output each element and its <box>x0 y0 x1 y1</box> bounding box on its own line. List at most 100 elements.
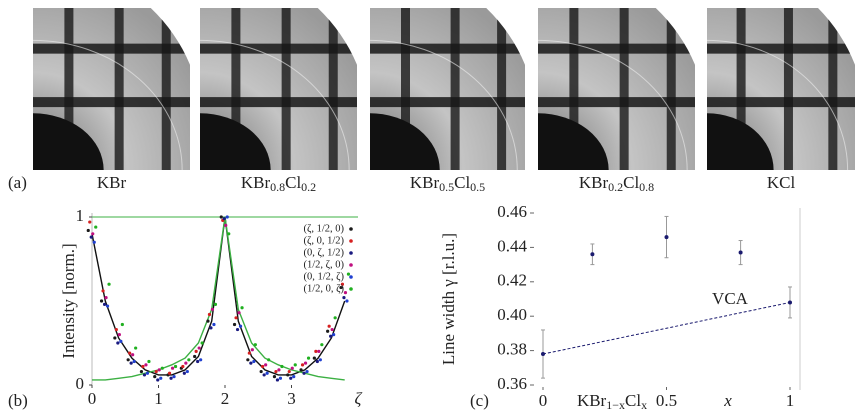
legend-label: (0, 1/2, ζ) <box>303 271 344 282</box>
dark-band <box>783 8 793 170</box>
text-part: 1−x <box>606 398 625 412</box>
text-part: Cl <box>625 391 641 410</box>
x-tick-label: 3 <box>287 389 296 408</box>
text-part: 0.5 <box>470 180 485 194</box>
data-point <box>173 364 178 369</box>
diffraction-images <box>33 8 855 170</box>
data-point <box>182 371 186 375</box>
data-point <box>333 316 337 320</box>
data-point <box>207 312 212 317</box>
dark-core <box>538 113 609 170</box>
text-part: KBr <box>241 173 271 192</box>
x-tick-label: 2 <box>221 389 230 408</box>
data-point <box>126 358 130 362</box>
data-point <box>289 376 293 380</box>
legend-label: (0, ζ, 1/2) <box>303 247 344 258</box>
dark-band <box>569 8 579 170</box>
data-point <box>181 364 185 369</box>
text-part: 0.2 <box>301 180 316 194</box>
data-point <box>113 336 117 340</box>
data-point <box>332 333 336 337</box>
dark-band <box>497 8 507 170</box>
text-part: 0.8 <box>639 180 654 194</box>
legend-marker <box>349 227 353 231</box>
sample-label: KBr0.8Cl0.2 <box>241 173 316 194</box>
data-point <box>259 369 263 374</box>
image-body <box>707 8 855 170</box>
data-point <box>200 341 204 345</box>
dark-band <box>736 8 746 170</box>
data-point <box>91 232 95 236</box>
data-point <box>101 289 105 293</box>
text-part: 0.8 <box>270 180 285 194</box>
dark-band <box>281 8 291 170</box>
dark-band <box>828 8 838 170</box>
x-tick-label: 0 <box>539 391 548 410</box>
y-tick-label: 0.44 <box>497 236 527 255</box>
data-point <box>227 232 231 236</box>
panel-label: (c) <box>470 391 489 410</box>
data-point <box>141 364 145 369</box>
data-point <box>329 334 333 338</box>
data-point <box>129 361 133 365</box>
data-point <box>262 373 266 377</box>
data-point <box>142 373 147 377</box>
data-point <box>300 363 305 367</box>
legend-label: (1/2, 0, ζ) <box>303 283 344 294</box>
data-point <box>219 215 223 219</box>
data-point <box>302 371 306 375</box>
text-part: KBr <box>577 391 607 410</box>
x-tick-label: 1 <box>154 389 163 408</box>
data-point <box>738 250 743 255</box>
text-part: KBr <box>579 173 609 192</box>
data-point <box>277 368 281 372</box>
data-point <box>342 296 346 300</box>
y-axis-label: Line width γ [r.l.u.] <box>439 233 458 365</box>
dark-band <box>370 97 525 108</box>
data-point <box>238 324 243 328</box>
data-point <box>114 327 118 332</box>
diffraction-image <box>370 8 525 170</box>
dark-band <box>231 8 241 170</box>
y-tick-label: 0.38 <box>497 340 527 359</box>
x-axis-label: KBr1−xClx <box>577 391 647 412</box>
data-point <box>234 316 238 320</box>
data-point <box>88 220 92 224</box>
ring <box>538 39 688 170</box>
data-point <box>145 371 150 375</box>
data-point <box>144 363 148 367</box>
y-tick-label: 0.36 <box>497 374 527 393</box>
data-point <box>206 319 210 323</box>
data-point <box>107 282 111 286</box>
data-point <box>196 359 200 364</box>
legend-marker <box>349 275 353 279</box>
data-point <box>86 228 90 233</box>
text-part: KBr <box>410 173 440 192</box>
y-tick-label: 0 <box>76 374 85 393</box>
data-point <box>299 368 303 372</box>
data-point <box>340 282 345 286</box>
data-point <box>345 299 349 303</box>
dark-core <box>370 113 440 170</box>
data-point <box>240 306 244 310</box>
data-point <box>116 341 120 345</box>
legend-marker <box>349 287 353 291</box>
x-axis-label: x <box>723 391 732 410</box>
data-point <box>147 359 151 364</box>
dark-core <box>707 113 774 170</box>
data-point <box>120 322 124 327</box>
data-point <box>212 322 216 327</box>
data-point <box>275 378 280 382</box>
sample-label: KCl <box>767 173 796 192</box>
data-point <box>102 302 107 306</box>
data-point <box>305 369 309 374</box>
data-point <box>343 291 348 295</box>
y-axis-label: Intensity [norm.] <box>59 243 78 358</box>
x-axis-label: ζ <box>355 389 363 408</box>
sample-label: KBr0.5Cl0.5 <box>410 173 485 194</box>
dark-band <box>666 8 676 170</box>
dark-band <box>33 43 190 54</box>
data-point <box>224 223 228 227</box>
data-point <box>235 327 240 332</box>
